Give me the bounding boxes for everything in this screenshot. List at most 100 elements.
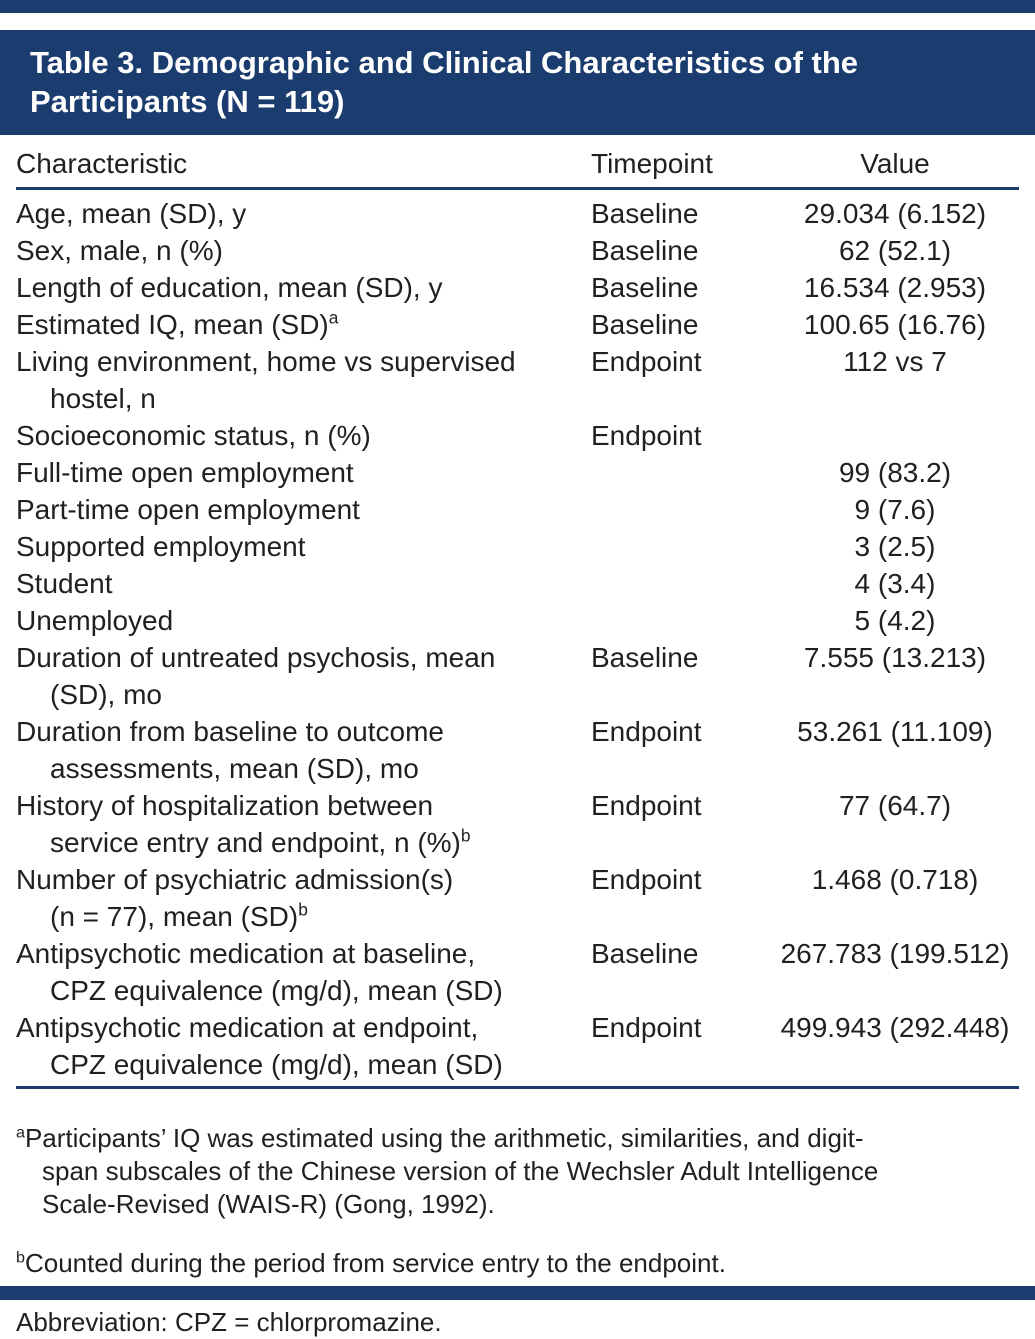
characteristic-label: Supported employment [16,531,306,562]
footnote: Abbreviation: CPZ = chlorpromazine. [16,1306,1019,1339]
cell-timepoint: Endpoint [591,1012,702,1043]
footnote-text: Counted during the period from service e… [24,1248,726,1278]
cell-value: 99 (83.2) [838,457,952,488]
cell-value: 16.534 (2.953) [803,272,987,303]
cell-characteristic: Supported employment [16,528,591,565]
table-row: Duration from baseline to outcome assess… [16,713,1019,787]
characteristic-label: Duration of untreated psychosis, mean (S… [16,642,496,710]
cell-value: 499.943 (292.448) [780,1012,1010,1043]
cell-characteristic: Duration from baseline to outcome assess… [16,713,591,787]
cell-timepoint: Endpoint [591,790,702,821]
characteristic-label: Unemployed [16,605,174,636]
bottom-accent-bar [0,1286,1035,1300]
column-header-value: Value [860,148,930,179]
cell-timepoint: Baseline [591,309,699,340]
cell-timepoint: Baseline [591,938,699,969]
cell-characteristic: Length of education, mean (SD), y [16,269,591,306]
characteristic-label: Socioeconomic status, n (%) [16,420,371,451]
table-header-row: Characteristic Timepoint Value [16,135,1019,190]
table-row: Age, mean (SD), y Baseline 29.034 (6.152… [16,195,1019,232]
cell-characteristic: Unemployed [16,602,591,639]
cell-timepoint: Baseline [591,235,699,266]
characteristic-label: Sex, male, n (%) [16,235,223,266]
footnote-divider [16,1086,1019,1089]
characteristic-label: Living environment, home vs supervised h… [16,346,516,414]
characteristic-label: Estimated IQ, mean (SD) [16,309,329,340]
table-title: Table 3. Demographic and Clinical Charac… [30,45,859,119]
cell-value: 53.261 (11.109) [797,716,993,747]
characteristic-label: Student [16,568,113,599]
cell-value: 62 (52.1) [838,235,952,266]
cell-characteristic: Student [16,565,591,602]
characteristic-label: Length of education, mean (SD), y [16,272,443,303]
cell-characteristic: Sex, male, n (%) [16,232,591,269]
cell-characteristic: Number of psychiatric admission(s) (n = … [16,861,591,935]
cell-characteristic: Estimated IQ, mean (SD)a [16,306,591,343]
cell-timepoint: Endpoint [591,420,702,451]
footnote-text: Participants’ IQ was estimated using the… [24,1123,879,1219]
superscript-marker: a [328,307,339,328]
characteristic-label: Duration from baseline to outcome assess… [16,716,444,784]
cell-characteristic: Duration of untreated psychosis, mean (S… [16,639,591,713]
cell-timepoint: Endpoint [591,346,702,377]
characteristic-label: History of hospitalization between servi… [16,790,461,858]
cell-characteristic: History of hospitalization between servi… [16,787,591,861]
table-row: Antipsychotic medication at baseline, CP… [16,935,1019,1009]
table-content: Characteristic Timepoint Value Age, mean… [0,135,1035,1339]
table-body: Age, mean (SD), y Baseline 29.034 (6.152… [16,190,1019,1083]
cell-characteristic: Socioeconomic status, n (%) [16,417,591,454]
cell-value: 4 (3.4) [854,568,936,599]
superscript-marker: b [460,825,471,846]
characteristic-label: Age, mean (SD), y [16,198,247,229]
cell-characteristic: Part-time open employment [16,491,591,528]
characteristic-label: Number of psychiatric admission(s) (n = … [16,864,454,932]
table-row: Antipsychotic medication at endpoint, CP… [16,1009,1019,1083]
table-row: Unemployed 5 (4.2) [16,602,1019,639]
characteristic-label: Antipsychotic medication at baseline, CP… [16,938,503,1006]
characteristic-label: Part-time open employment [16,494,360,525]
footnote: aParticipants’ IQ was estimated using th… [16,1122,1019,1221]
column-header-timepoint: Timepoint [591,148,713,179]
cell-value: 77 (64.7) [838,790,952,821]
cell-characteristic: Living environment, home vs supervised h… [16,343,591,417]
cell-value: 29.034 (6.152) [803,198,987,229]
table-row: Socioeconomic status, n (%) Endpoint [16,417,1019,454]
superscript-marker: b [298,899,308,920]
cell-characteristic: Antipsychotic medication at baseline, CP… [16,935,591,1009]
table-row: Number of psychiatric admission(s) (n = … [16,861,1019,935]
footnote-text: Abbreviation: CPZ = chlorpromazine. [16,1307,442,1337]
characteristic-label: Full-time open employment [16,457,354,488]
table-row: Estimated IQ, mean (SD)a Baseline 100.65… [16,306,1019,343]
table-row: Length of education, mean (SD), y Baseli… [16,269,1019,306]
cell-timepoint: Endpoint [591,864,702,895]
cell-timepoint: Baseline [591,642,699,673]
table-row: Part-time open employment 9 (7.6) [16,491,1019,528]
characteristic-label: Antipsychotic medication at endpoint, CP… [16,1012,503,1080]
cell-timepoint: Baseline [591,272,699,303]
cell-characteristic: Antipsychotic medication at endpoint, CP… [16,1009,591,1083]
cell-characteristic: Full-time open employment [16,454,591,491]
table-row: History of hospitalization between servi… [16,787,1019,861]
footnotes: aParticipants’ IQ was estimated using th… [16,1089,1019,1339]
table-title-block: Table 3. Demographic and Clinical Charac… [0,30,1035,135]
cell-value: 3 (2.5) [854,531,936,562]
cell-characteristic: Age, mean (SD), y [16,195,591,232]
table-row: Sex, male, n (%) Baseline 62 (52.1) [16,232,1019,269]
cell-timepoint: Endpoint [591,716,702,747]
cell-value: 1.468 (0.718) [811,864,979,895]
cell-value: 267.783 (199.512) [780,938,1010,969]
top-accent-bar [0,0,1035,13]
cell-value: 7.555 (13.213) [803,642,987,673]
cell-value: 5 (4.2) [854,605,936,636]
table-row: Full-time open employment 99 (83.2) [16,454,1019,491]
cell-value: 100.65 (16.76) [803,309,987,340]
table-row: Supported employment 3 (2.5) [16,528,1019,565]
column-header-characteristic: Characteristic [16,148,188,179]
cell-timepoint: Baseline [591,198,699,229]
cell-value: 9 (7.6) [854,494,936,525]
cell-value: 112 vs 7 [843,346,947,377]
table-row: Duration of untreated psychosis, mean (S… [16,639,1019,713]
footnote: bCounted during the period from service … [16,1247,1019,1280]
table-row: Living environment, home vs supervised h… [16,343,1019,417]
table-row: Student 4 (3.4) [16,565,1019,602]
